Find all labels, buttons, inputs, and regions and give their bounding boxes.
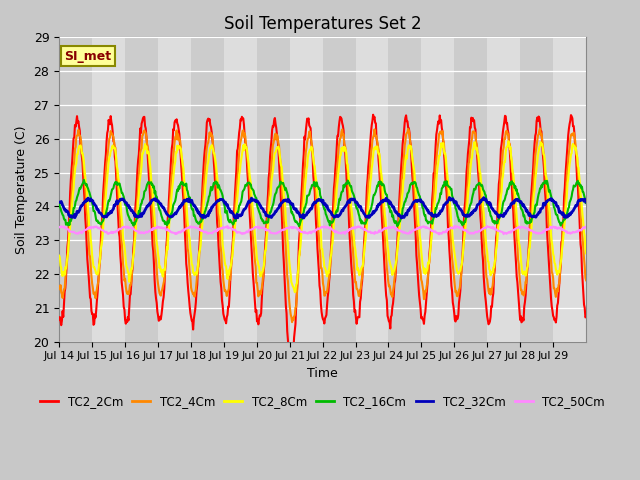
- Bar: [421, 37, 454, 342]
- Bar: [59, 37, 92, 342]
- Bar: [158, 37, 191, 342]
- Legend: TC2_2Cm, TC2_4Cm, TC2_8Cm, TC2_16Cm, TC2_32Cm, TC2_50Cm: TC2_2Cm, TC2_4Cm, TC2_8Cm, TC2_16Cm, TC2…: [36, 390, 609, 413]
- Bar: [257, 37, 290, 342]
- Bar: [224, 37, 257, 342]
- Bar: [553, 37, 586, 342]
- Bar: [356, 37, 388, 342]
- Bar: [454, 37, 487, 342]
- X-axis label: Time: Time: [307, 367, 338, 380]
- Bar: [92, 37, 125, 342]
- Title: Soil Temperatures Set 2: Soil Temperatures Set 2: [224, 15, 421, 33]
- Text: SI_met: SI_met: [65, 49, 111, 62]
- Y-axis label: Soil Temperature (C): Soil Temperature (C): [15, 125, 28, 254]
- Bar: [520, 37, 553, 342]
- Bar: [290, 37, 323, 342]
- Bar: [388, 37, 421, 342]
- Bar: [323, 37, 356, 342]
- Bar: [487, 37, 520, 342]
- Bar: [191, 37, 224, 342]
- Bar: [125, 37, 158, 342]
